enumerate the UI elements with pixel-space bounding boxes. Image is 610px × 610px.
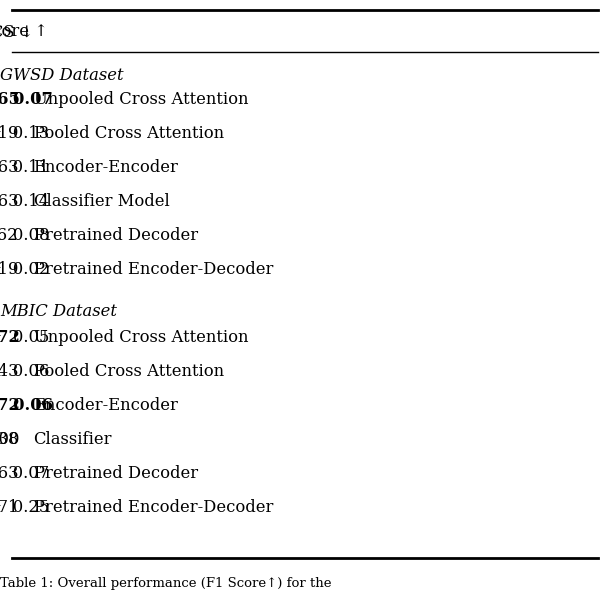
Text: Unpooled Cross Attention: Unpooled Cross Attention — [34, 92, 248, 109]
Text: F1 Score ↑: F1 Score ↑ — [0, 24, 48, 40]
Text: 0.75±  0.07: 0.75± 0.07 — [0, 465, 49, 483]
Text: 0.43: 0.43 — [0, 364, 19, 381]
Text: 0.38: 0.38 — [0, 431, 19, 448]
Text: 1.00: 1.00 — [0, 431, 19, 448]
Text: Pretrained Decoder: Pretrained Decoder — [34, 228, 198, 245]
Text: 0.14±  0.07: 0.14± 0.07 — [0, 92, 53, 109]
Text: Table 1: Overall performance (F1 Score↑) for the: Table 1: Overall performance (F1 Score↑)… — [0, 576, 331, 589]
Text: APCS ↓: APCS ↓ — [0, 24, 34, 40]
Text: GWSD Dataset: GWSD Dataset — [0, 66, 124, 84]
Text: 0.74±  0.25: 0.74± 0.25 — [0, 500, 49, 517]
Text: 0.66±  0.08: 0.66± 0.08 — [0, 228, 49, 245]
Text: 0.65: 0.65 — [0, 92, 21, 109]
Text: Pretrained Encoder-Decoder: Pretrained Encoder-Decoder — [34, 262, 273, 279]
Text: 0.63: 0.63 — [0, 159, 19, 176]
Text: MBIC Dataset: MBIC Dataset — [0, 303, 117, 320]
Text: Pooled Cross Attention: Pooled Cross Attention — [34, 126, 224, 143]
Text: 0.63: 0.63 — [0, 193, 19, 210]
Text: 0.22±  0.05: 0.22± 0.05 — [0, 329, 49, 346]
Text: 0.81±  0.14: 0.81± 0.14 — [0, 193, 49, 210]
Text: 0.15±  0.11: 0.15± 0.11 — [0, 159, 49, 176]
Text: 0.19: 0.19 — [0, 262, 19, 279]
Text: 0.70±  0.06: 0.70± 0.06 — [0, 364, 49, 381]
Text: 0.21±  0.06: 0.21± 0.06 — [0, 398, 53, 415]
Text: 0.72: 0.72 — [0, 398, 21, 415]
Text: 0.71: 0.71 — [0, 500, 19, 517]
Text: Unpooled Cross Attention: Unpooled Cross Attention — [34, 329, 248, 346]
Text: 0.63: 0.63 — [0, 465, 19, 483]
Text: 0.19: 0.19 — [0, 126, 19, 143]
Text: 0.95±  0.02: 0.95± 0.02 — [0, 262, 49, 279]
Text: Pooled Cross Attention: Pooled Cross Attention — [34, 364, 224, 381]
Text: Encoder-Encoder: Encoder-Encoder — [34, 398, 179, 415]
Text: 0.62: 0.62 — [0, 228, 19, 245]
Text: Encoder-Encoder: Encoder-Encoder — [34, 159, 179, 176]
Text: Classifier: Classifier — [34, 431, 112, 448]
Text: Pretrained Decoder: Pretrained Decoder — [34, 465, 198, 483]
Text: Classifier Model: Classifier Model — [34, 193, 170, 210]
Text: Pretrained Encoder-Decoder: Pretrained Encoder-Decoder — [34, 500, 273, 517]
Text: 0.54±  0.13: 0.54± 0.13 — [0, 126, 49, 143]
Text: 0.72: 0.72 — [0, 329, 21, 346]
